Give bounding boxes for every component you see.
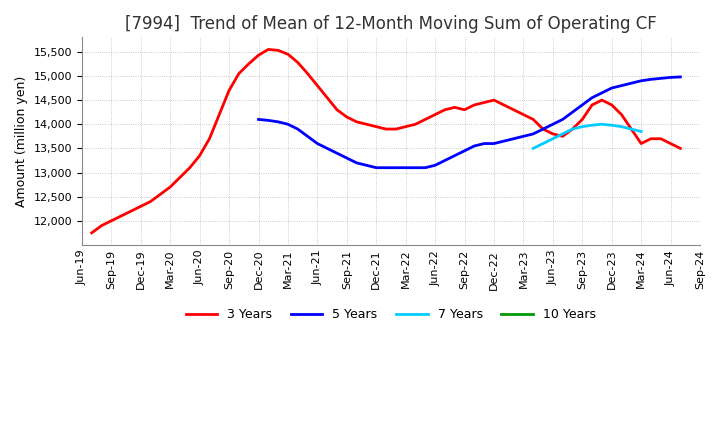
5 Years <box>500 139 508 144</box>
7 Years <box>608 123 616 128</box>
5 Years <box>617 83 626 88</box>
5 Years <box>382 165 390 170</box>
7 Years <box>636 129 645 134</box>
7 Years <box>598 121 606 127</box>
5 Years <box>401 165 410 170</box>
5 Years <box>627 81 636 86</box>
5 Years <box>441 158 449 163</box>
5 Years <box>303 134 312 139</box>
7 Years <box>578 124 587 129</box>
5 Years <box>254 117 263 122</box>
5 Years <box>470 143 479 149</box>
5 Years <box>313 141 322 146</box>
Line: 3 Years: 3 Years <box>91 49 680 233</box>
5 Years <box>608 85 616 91</box>
3 Years <box>205 136 214 141</box>
Line: 5 Years: 5 Years <box>258 77 680 168</box>
5 Years <box>431 163 439 168</box>
5 Years <box>274 119 282 125</box>
5 Years <box>666 75 675 80</box>
5 Years <box>333 150 341 156</box>
7 Years <box>588 123 596 128</box>
5 Years <box>392 165 400 170</box>
5 Years <box>568 110 577 115</box>
7 Years <box>539 141 547 146</box>
5 Years <box>647 77 655 82</box>
5 Years <box>558 117 567 122</box>
5 Years <box>578 102 587 107</box>
5 Years <box>676 74 685 80</box>
5 Years <box>598 90 606 95</box>
5 Years <box>372 165 381 170</box>
Line: 7 Years: 7 Years <box>534 124 641 148</box>
3 Years <box>264 47 273 52</box>
7 Years <box>627 126 636 132</box>
5 Years <box>490 141 498 146</box>
5 Years <box>588 95 596 100</box>
5 Years <box>460 148 469 154</box>
7 Years <box>549 136 557 141</box>
Y-axis label: Amount (million yen): Amount (million yen) <box>15 76 28 207</box>
5 Years <box>549 121 557 127</box>
5 Years <box>509 136 518 141</box>
5 Years <box>264 118 273 123</box>
5 Years <box>529 131 538 136</box>
3 Years <box>451 105 459 110</box>
5 Years <box>362 163 371 168</box>
Legend: 3 Years, 5 Years, 7 Years, 10 Years: 3 Years, 5 Years, 7 Years, 10 Years <box>181 303 600 326</box>
3 Years <box>303 71 312 76</box>
5 Years <box>451 153 459 158</box>
7 Years <box>617 124 626 129</box>
3 Years <box>225 88 233 93</box>
5 Years <box>519 134 528 139</box>
5 Years <box>421 165 430 170</box>
3 Years <box>87 230 96 235</box>
5 Years <box>480 141 488 146</box>
5 Years <box>539 126 547 132</box>
3 Years <box>608 102 616 107</box>
5 Years <box>323 146 331 151</box>
3 Years <box>411 121 420 127</box>
5 Years <box>352 160 361 165</box>
7 Years <box>568 126 577 132</box>
5 Years <box>284 121 292 127</box>
5 Years <box>636 78 645 84</box>
5 Years <box>294 126 302 132</box>
5 Years <box>411 165 420 170</box>
Title: [7994]  Trend of Mean of 12-Month Moving Sum of Operating CF: [7994] Trend of Mean of 12-Month Moving … <box>125 15 657 33</box>
5 Years <box>657 76 665 81</box>
5 Years <box>343 155 351 161</box>
7 Years <box>529 146 538 151</box>
3 Years <box>676 146 685 151</box>
7 Years <box>558 131 567 136</box>
